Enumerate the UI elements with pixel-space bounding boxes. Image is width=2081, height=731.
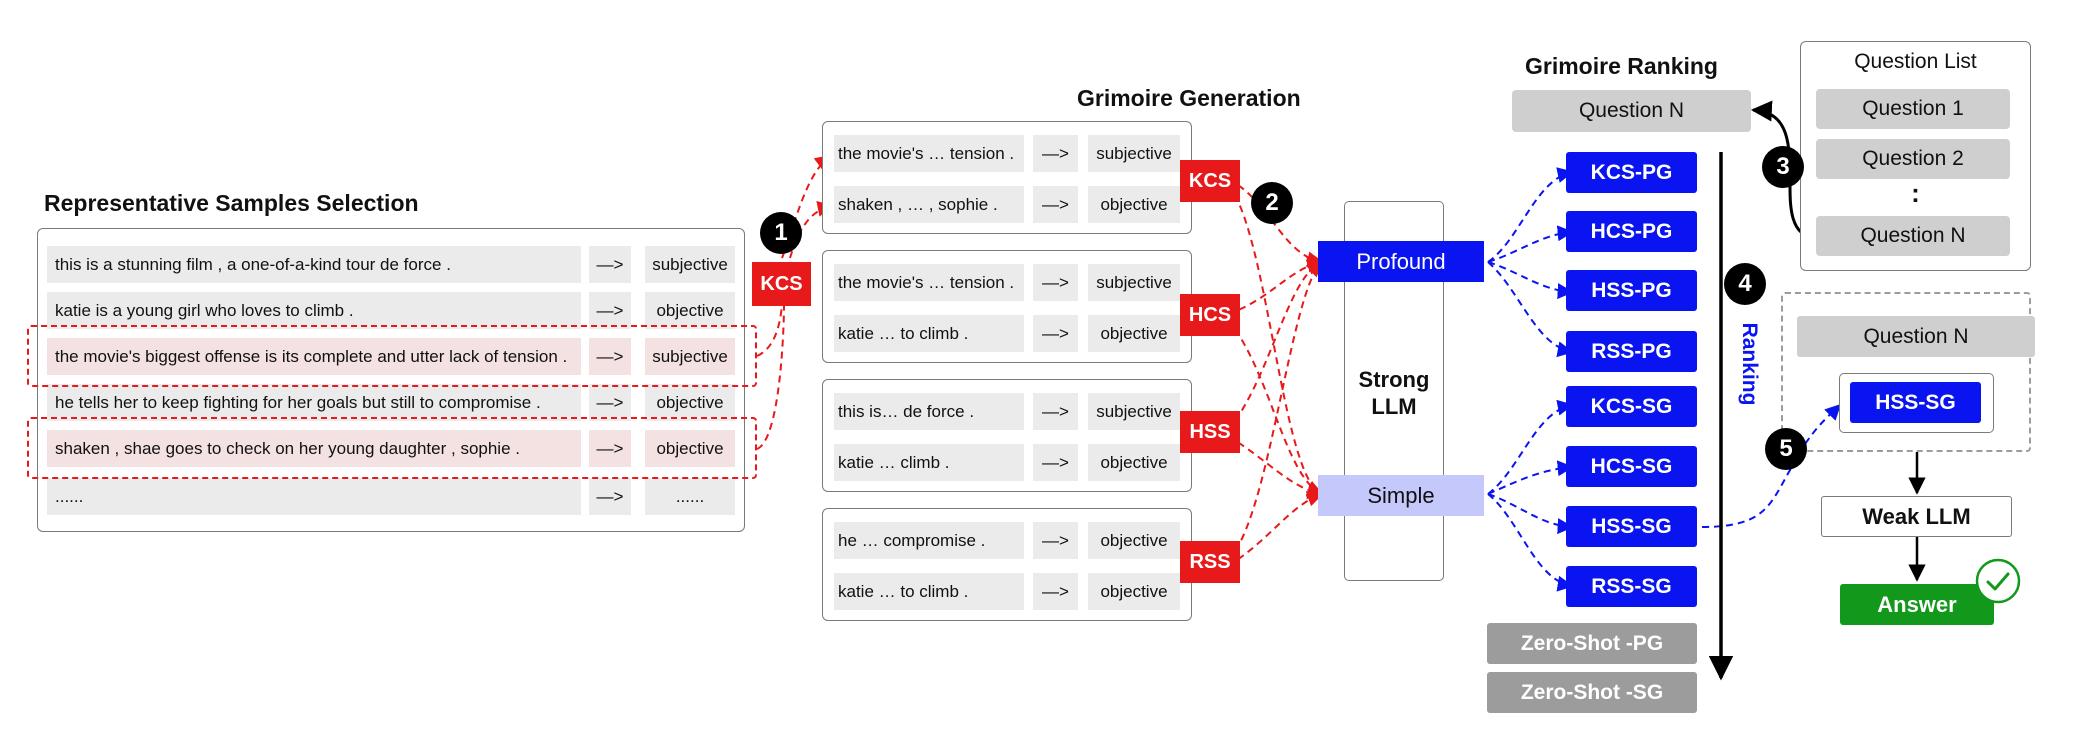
gen-row-text: the movie's … tension . xyxy=(834,135,1024,172)
step-4-badge: 4 xyxy=(1724,263,1766,305)
rep-row-label: subjective xyxy=(645,338,735,375)
gen-row-text: katie … to climb . xyxy=(834,573,1024,610)
question-list-item: Question 2 xyxy=(1816,139,2010,179)
grimoire-zero-shot-pg: Zero-Shot -PG xyxy=(1487,623,1697,664)
highlight-outline xyxy=(27,417,757,479)
selection-method-badge: KCS xyxy=(752,262,811,306)
rep-row-text: ...... xyxy=(47,478,581,515)
grimoire-hcs-pg: HCS-PG xyxy=(1566,211,1697,252)
profound-box: Profound xyxy=(1318,241,1484,282)
rep-row-arrow: —> xyxy=(589,292,631,329)
gen-row-label: subjective xyxy=(1088,393,1180,430)
grimoire-rss-pg: RSS-PG xyxy=(1566,331,1697,372)
inference-selected-grimoire: HSS-SG xyxy=(1850,382,1981,423)
gen-row-arrow: —> xyxy=(1033,186,1078,223)
gen-row-label: objective xyxy=(1088,573,1180,610)
rep-row-label: subjective xyxy=(645,246,735,283)
gen-row-text: katie … climb . xyxy=(834,444,1024,481)
gen-row-arrow: —> xyxy=(1033,135,1078,172)
step-3-badge: 3 xyxy=(1762,146,1804,188)
gen-row-label: objective xyxy=(1088,522,1180,559)
ranking-title: Grimoire Ranking xyxy=(1525,53,1718,79)
gen-row-arrow: —> xyxy=(1033,264,1078,301)
check-circle-icon xyxy=(1975,558,2021,604)
gen-row-arrow: —> xyxy=(1033,444,1078,481)
answer-box: Answer xyxy=(1840,584,1994,625)
method-badge-kcs: KCS xyxy=(1180,160,1240,202)
question-list-item: Question N xyxy=(1816,216,2010,256)
inference-frame xyxy=(1781,292,2031,452)
rep-row-label: objective xyxy=(645,430,735,467)
grimoire-kcs-sg: KCS-SG xyxy=(1566,386,1697,427)
rep-row-label: objective xyxy=(645,384,735,421)
gen-row-text: the movie's … tension . xyxy=(834,264,1024,301)
simple-box: Simple xyxy=(1318,475,1484,516)
rep-row-text: this is a stunning film , a one-of-a-kin… xyxy=(47,246,581,283)
inference-question: Question N xyxy=(1797,316,2035,357)
grimoire-hss-pg: HSS-PG xyxy=(1566,270,1697,311)
strong-llm-label: Strong LLM xyxy=(1358,367,1430,419)
ranking-label: Ranking xyxy=(1738,322,1761,406)
grimoire-rss-sg: RSS-SG xyxy=(1566,566,1697,607)
gen-row-arrow: —> xyxy=(1033,522,1078,559)
grimoire-zero-shot-sg: Zero-Shot -SG xyxy=(1487,672,1697,713)
highlight-outline xyxy=(27,325,757,387)
gen-row-arrow: —> xyxy=(1033,573,1078,610)
method-badge-hcs: HCS xyxy=(1180,294,1240,336)
rep-row-arrow: —> xyxy=(589,478,631,515)
gen-row-label: subjective xyxy=(1088,135,1180,172)
gen-row-label: objective xyxy=(1088,186,1180,223)
question-list-item: Question 1 xyxy=(1816,89,2010,129)
gen-row-arrow: —> xyxy=(1033,393,1078,430)
gen-row-label: objective xyxy=(1088,444,1180,481)
rep-row-text: katie is a young girl who loves to climb… xyxy=(47,292,581,329)
method-badge-rss: RSS xyxy=(1180,541,1240,583)
step-5-badge: 5 xyxy=(1765,428,1807,470)
grimoire-hss-sg: HSS-SG xyxy=(1566,506,1697,547)
gen-row-label: objective xyxy=(1088,315,1180,352)
rep-row-arrow: —> xyxy=(589,384,631,421)
rep-row-label: ...... xyxy=(645,478,735,515)
rep-row-label: objective xyxy=(645,292,735,329)
gen-row-text: katie … to climb . xyxy=(834,315,1024,352)
rep-row-text: the movie's biggest offense is its compl… xyxy=(47,338,581,375)
step-1-badge: 1 xyxy=(760,212,802,254)
gen-row-text: he … compromise . xyxy=(834,522,1024,559)
generation-title: Grimoire Generation xyxy=(1077,85,1301,111)
gen-row-arrow: —> xyxy=(1033,315,1078,352)
ranking-question: Question N xyxy=(1512,90,1751,132)
rep-row-text: shaken , shae goes to check on her young… xyxy=(47,430,581,467)
grimoire-kcs-pg: KCS-PG xyxy=(1566,152,1697,193)
gen-row-label: subjective xyxy=(1088,264,1180,301)
weak-llm-box: Weak LLM xyxy=(1821,496,2012,537)
question-list-dots: : xyxy=(1911,178,1920,208)
rep-row-arrow: —> xyxy=(589,246,631,283)
rep-row-text: he tells her to keep fighting for her go… xyxy=(47,384,581,421)
grimoire-hcs-sg: HCS-SG xyxy=(1566,446,1697,487)
representative-title: Representative Samples Selection xyxy=(44,190,419,216)
gen-row-text: shaken , … , sophie . xyxy=(834,186,1024,223)
rep-row-arrow: —> xyxy=(589,338,631,375)
gen-row-text: this is… de force . xyxy=(834,393,1024,430)
step-2-badge: 2 xyxy=(1251,182,1293,224)
question-list-title: Question List xyxy=(1854,50,1977,73)
rep-row-arrow: —> xyxy=(589,430,631,467)
method-badge-hss: HSS xyxy=(1180,411,1240,453)
